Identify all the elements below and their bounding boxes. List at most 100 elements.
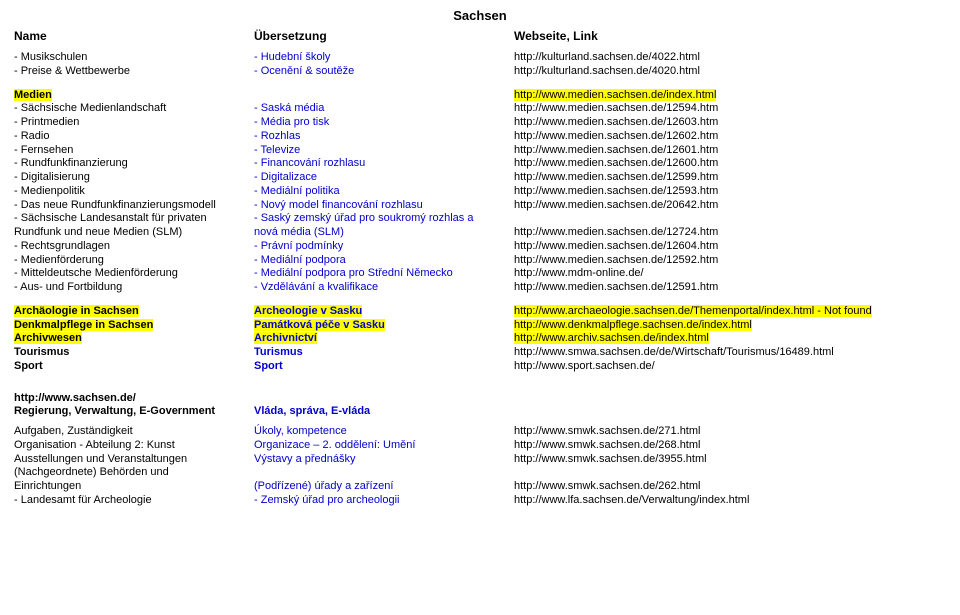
- cell-name: - Medienpolitik: [14, 185, 85, 197]
- cell-name: - Aus- und Fortbildung: [14, 281, 122, 293]
- cell-name: - Rundfunkfinanzierung: [14, 157, 128, 169]
- cell-name: - Landesamt für Archeologie: [14, 494, 152, 506]
- table-row: - Printmedien - Média pro tisk http://www.…: [14, 116, 946, 130]
- cell-link: http://www.medien.sachsen.de/12594.htm: [514, 102, 718, 114]
- table-row: - Medienpolitik - Mediální politika http:/…: [14, 185, 946, 199]
- cell-translation: - Mediální podpora pro Střední Německo: [254, 267, 453, 279]
- table-row: - Digitalisierung - Digitalizace http://ww…: [14, 171, 946, 185]
- cell-link: http://www.medien.sachsen.de/12599.htm: [514, 171, 718, 183]
- table-row: - Aus- und Fortbildung - Vzdělávání a kva…: [14, 281, 946, 295]
- cell-name: Aufgaben, Zuständigkeit: [14, 425, 133, 437]
- cell-translation: - Saská média: [254, 102, 324, 114]
- cell-link: http://www.medien.sachsen.de/12724.htm: [514, 226, 718, 238]
- cell-translation: Sport: [254, 360, 283, 372]
- cell-link: http://www.denkmalpflege.sachsen.de/inde…: [514, 319, 752, 331]
- cell-translation: Organizace – 2. oddělení: Umění: [254, 439, 415, 451]
- medien-url: http://www.medien.sachsen.de/index.html: [514, 89, 716, 101]
- table-row: - Fernsehen - Televize http://www.medien.s…: [14, 144, 946, 158]
- cell-name: - Radio: [14, 130, 49, 142]
- table-row: - Medienförderung - Mediální podpora http:…: [14, 254, 946, 268]
- cell-translation: - Rozhlas: [254, 130, 300, 142]
- section-topics: Archäologie in Sachsen Archeologie v Sask…: [14, 305, 946, 374]
- table-row: Ausstellungen und VeranstaltungenVýstavy…: [14, 453, 946, 467]
- cell-translation: - Televize: [254, 144, 300, 156]
- cell-link: http://www.medien.sachsen.de/12591.htm: [514, 281, 718, 293]
- header-name: Name: [14, 29, 254, 43]
- table-row: Rundfunk und neue Medien (SLM) nová média…: [14, 226, 946, 240]
- cell-name: (Nachgeordnete) Behörden und: [14, 466, 169, 478]
- cell-link: http://www.archiv.sachsen.de/index.html: [514, 332, 709, 344]
- table-row: Aufgaben, Zuständigkeit Úkoly, kompetence…: [14, 425, 946, 439]
- cell-name: Tourismus: [14, 346, 69, 358]
- header-translation: Übersetzung: [254, 29, 514, 43]
- table-row: - Sächsische Medienlandschaft - Saská méd…: [14, 102, 946, 116]
- cell-translation: - Vzdělávání a kvalifikace: [254, 281, 378, 293]
- cell-name: - Preise & Wettbewerbe: [14, 65, 130, 77]
- cell-name: Archäologie in Sachsen: [14, 305, 139, 317]
- cell-link: http://www.smwa.sachsen.de/de/Wirtschaft…: [514, 346, 834, 358]
- cell-link: http://www.lfa.sachsen.de/Verwaltung/ind…: [514, 494, 749, 506]
- cell-link: http://www.smwk.sachsen.de/262.html: [514, 480, 700, 492]
- table-row: Organisation - Abteilung 2: Kunst Organiz…: [14, 439, 946, 453]
- cell-name: - Sächsische Medienlandschaft: [14, 102, 166, 114]
- page-title: Sachsen: [14, 8, 946, 23]
- cell-translation: - Mediální podpora: [254, 254, 346, 266]
- cell-name: Rundfunk und neue Medien (SLM): [14, 226, 182, 238]
- table-row: - Radio - Rozhlas http://www.medien.sachse…: [14, 130, 946, 144]
- table-row: - Preise & Wettbewerbe - Ocenění & soutěž…: [14, 65, 946, 79]
- cell-translation: Archivnictví: [254, 332, 317, 344]
- table-row: Archäologie in Sachsen Archeologie v Sask…: [14, 305, 946, 319]
- cell-link: http://www.medien.sachsen.de/20642.htm: [514, 199, 718, 211]
- table-row: - Das neue Rundfunkfinanzierungsmodell- …: [14, 199, 946, 213]
- cell-name: Sport: [14, 360, 43, 372]
- section-gov: Aufgaben, Zuständigkeit Úkoly, kompetence…: [14, 425, 946, 508]
- table-row: - Rundfunkfinanzierung - Financování rozh…: [14, 157, 946, 171]
- cell-link: http://kulturland.sachsen.de/4022.html: [514, 51, 700, 63]
- cell-translation: (Podřízené) úřady a zařízení: [254, 480, 393, 492]
- cell-name: - Sächsische Landesanstalt für privaten: [14, 212, 207, 224]
- cell-name: http://www.sachsen.de/: [14, 392, 136, 404]
- cell-link: http://www.smwk.sachsen.de/268.html: [514, 439, 700, 451]
- cell-name: Denkmalpflege in Sachsen: [14, 319, 153, 331]
- cell-link: http://kulturland.sachsen.de/4020.html: [514, 65, 700, 77]
- section-medien: - Sächsische Medienlandschaft - Saská méd…: [14, 102, 946, 295]
- cell-translation: - Zemský úřad pro archeologii: [254, 494, 400, 506]
- cell-translation: - Mediální politika: [254, 185, 340, 197]
- table-row: Einrichtungen (Podřízené) úřady a zařízen…: [14, 480, 946, 494]
- cell-link: http://www.medien.sachsen.de/12603.htm: [514, 116, 718, 128]
- cell-name: - Digitalisierung: [14, 171, 90, 183]
- table-row: - Sächsische Landesanstalt für privaten-…: [14, 212, 946, 226]
- cell-link: http://www.medien.sachsen.de/12592.htm: [514, 254, 718, 266]
- cell-translation: nová média (SLM): [254, 226, 344, 238]
- table-row: Denkmalpflege in SachsenPamátková péče v…: [14, 319, 946, 333]
- cell-translation: Archeologie v Sasku: [254, 305, 362, 317]
- section-top: - Musikschulen- Hudební školyhttp://kult…: [14, 51, 946, 79]
- table-row: (Nachgeordnete) Behörden und: [14, 466, 946, 480]
- cell-name: - Fernsehen: [14, 144, 73, 156]
- cell-name: - Medienförderung: [14, 254, 104, 266]
- cell-link: http://www.sport.sachsen.de/: [514, 360, 655, 372]
- cell-translation: - Hudební školy: [254, 51, 330, 63]
- cell-translation: - Právní podmínky: [254, 240, 343, 252]
- table-row: - Landesamt für Archeologie - Zemský úřad…: [14, 494, 946, 508]
- cell-translation: - Nový model financování rozhlasu: [254, 199, 423, 211]
- cell-link: http://www.medien.sachsen.de/12601.htm: [514, 144, 718, 156]
- cell-translation: - Digitalizace: [254, 171, 317, 183]
- cell-name: - Mitteldeutsche Medienförderung: [14, 267, 178, 279]
- cell-link: http://www.smwk.sachsen.de/3955.html: [514, 453, 707, 465]
- cell-name: - Printmedien: [14, 116, 79, 128]
- cell-name: Einrichtungen: [14, 480, 81, 492]
- cell-translation: Úkoly, kompetence: [254, 425, 347, 437]
- cell-translation: Turismus: [254, 346, 303, 358]
- cell-translation: - Ocenění & soutěže: [254, 65, 354, 77]
- cell-link: http://www.medien.sachsen.de/12593.htm: [514, 185, 718, 197]
- cell-translation: - Média pro tisk: [254, 116, 329, 128]
- cell-name: Ausstellungen und Veranstaltungen: [14, 453, 187, 465]
- cell-link: http://www.medien.sachsen.de/12600.htm: [514, 157, 718, 169]
- cell-link: http://www.medien.sachsen.de/12602.htm: [514, 130, 718, 142]
- cell-name: Organisation - Abteilung 2: Kunst: [14, 439, 175, 451]
- column-headers: Name Übersetzung Webseite, Link: [14, 29, 946, 43]
- table-row: Tourismus Turismus http://www.smwa.sachsen…: [14, 346, 946, 360]
- cell-translation: - Financování rozhlasu: [254, 157, 365, 169]
- cell-link: http://www.medien.sachsen.de/12604.htm: [514, 240, 718, 252]
